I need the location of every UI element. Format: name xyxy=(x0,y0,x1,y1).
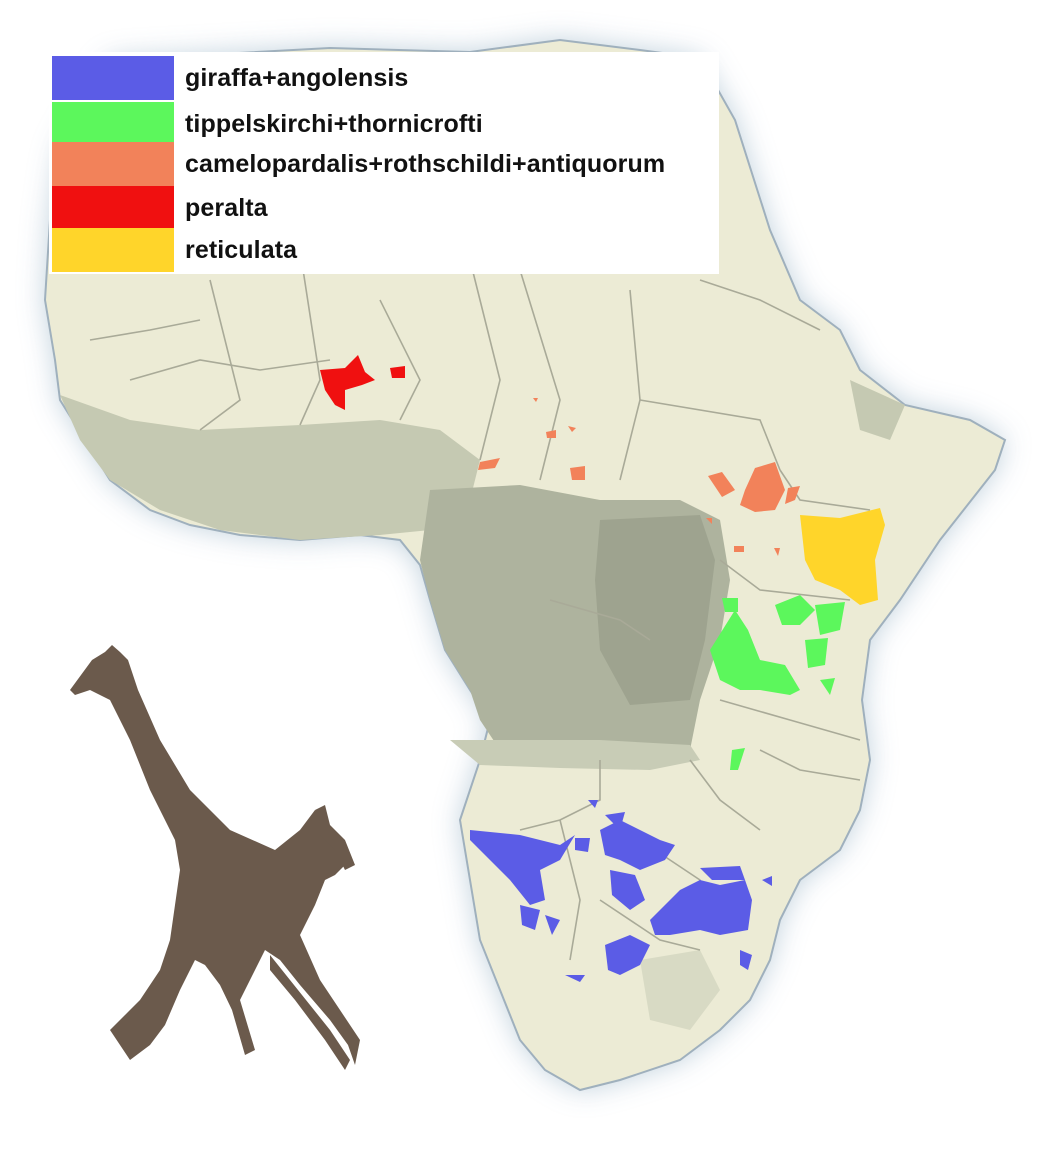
range-camelopardalis-rothschildi-antiquorum xyxy=(478,398,800,556)
legend-label: peralta xyxy=(185,194,268,222)
legend-item-giraffa-angolensis: giraffa+angolensis xyxy=(49,56,719,100)
legend-swatch xyxy=(52,142,174,186)
legend-swatch xyxy=(52,186,174,230)
legend-label: camelopardalis+rothschildi+antiquorum xyxy=(185,150,666,178)
range-tippelskirchi-thornicrofti xyxy=(710,595,845,770)
legend: giraffa+angolensis tippelskirchi+thornic… xyxy=(49,52,719,274)
legend-item-tippelskirchi-thornicrofti: tippelskirchi+thornicrofti xyxy=(49,102,719,146)
legend-swatch xyxy=(52,102,174,146)
range-peralta xyxy=(320,355,405,410)
legend-swatch xyxy=(52,228,174,272)
giraffe-silhouette-icon xyxy=(70,645,360,1070)
country-borders xyxy=(89,249,871,961)
legend-label: reticulata xyxy=(185,236,298,264)
legend-item-peralta: peralta xyxy=(49,186,719,230)
legend-item-camelopardalis-rothschildi-antiquorum: camelopardalis+rothschildi+antiquorum xyxy=(49,142,719,186)
range-giraffa-angolensis xyxy=(470,800,772,982)
forest-zones xyxy=(60,380,905,1030)
legend-item-reticulata: reticulata xyxy=(49,228,719,272)
legend-swatch xyxy=(52,56,174,100)
range-reticulata xyxy=(800,508,885,605)
legend-label: tippelskirchi+thornicrofti xyxy=(185,110,483,138)
legend-label: giraffa+angolensis xyxy=(185,64,409,92)
